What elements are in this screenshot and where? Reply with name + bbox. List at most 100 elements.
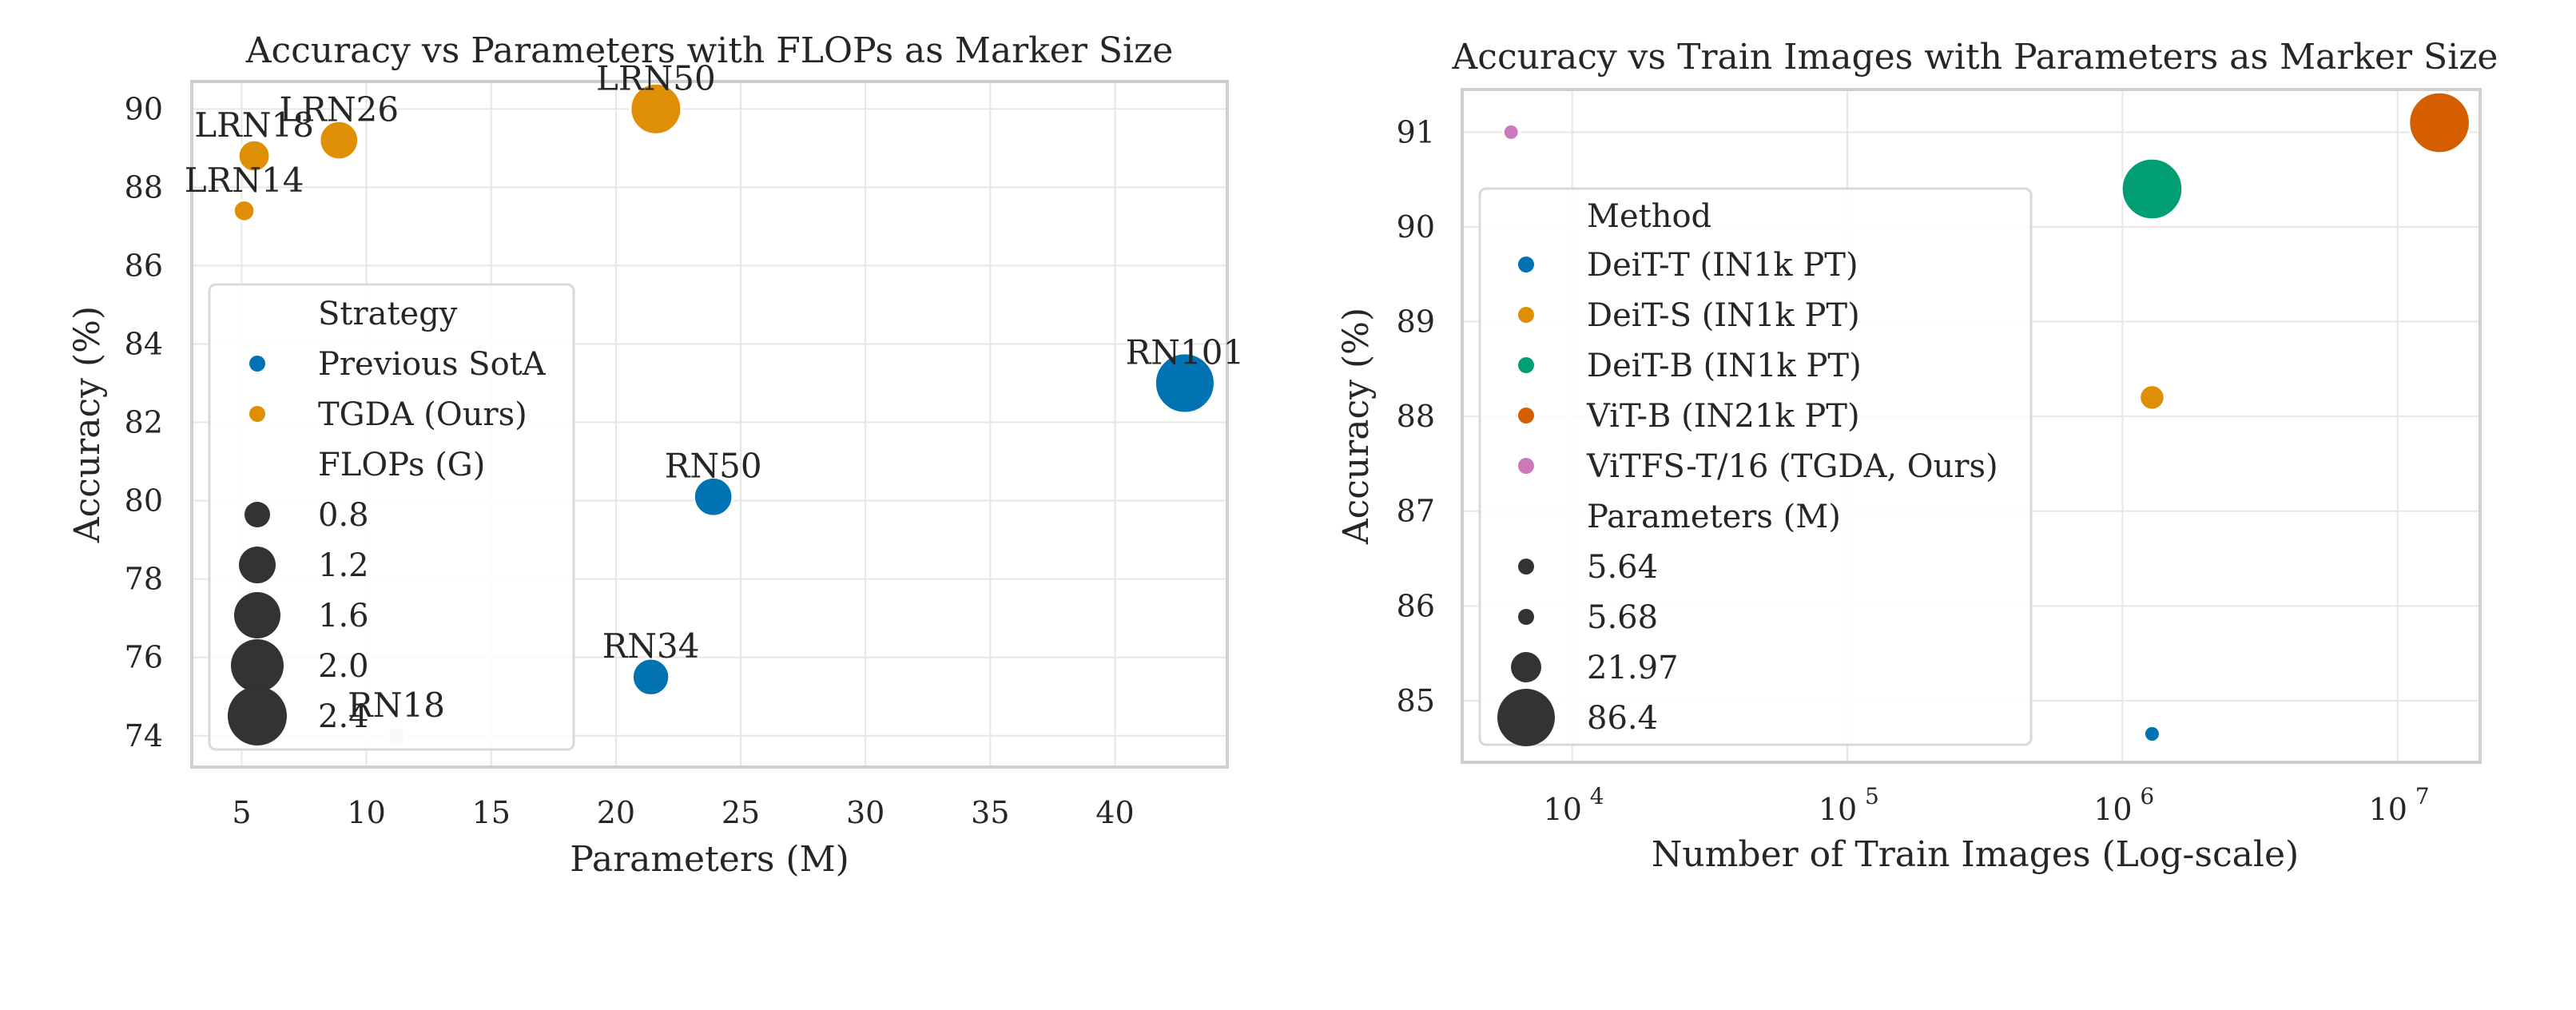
chart1-x-tick-label: 20 — [597, 795, 635, 830]
chart1-y-tick-label: 74 — [125, 718, 163, 754]
chart1-x-tick-label: 10 — [347, 795, 385, 830]
chart2-legend-label-deit-s: DeiT-S (IN1k PT) — [1587, 297, 1860, 334]
chart2-x-tick-exponent: 5 — [1865, 783, 1879, 809]
chart2-legend-size-label-5-68: 5.68 — [1587, 599, 1658, 636]
chart1-y-tick-label: 88 — [125, 169, 163, 205]
chart1-y-tick-label: 84 — [125, 326, 163, 361]
chart2-legend-marker-deit-s — [1518, 307, 1534, 323]
chart1-y-axis-label: Accuracy (%) — [67, 306, 108, 543]
chart1-label-lrn14: LRN14 — [185, 161, 304, 200]
chart2-point-deit-b-in1k-pt — [2120, 157, 2184, 221]
chart1-legend-size-marker-1-2 — [239, 547, 276, 583]
chart2-legend-size-label-86-4: 86.4 — [1587, 700, 1658, 737]
chart2-legend-size-title: Parameters (M) — [1587, 499, 1841, 535]
chart2-legend-label-vit-b: ViT-B (IN21k PT) — [1586, 398, 1860, 435]
chart1-y-tick-label: 76 — [125, 640, 163, 675]
chart2-legend-marker-vitfs — [1518, 458, 1534, 474]
chart1-legend-marker-tgda — [249, 406, 265, 422]
chart1-legend-size-label-0-8: 0.8 — [318, 497, 369, 534]
chart1-point-rn34 — [630, 657, 671, 697]
chart2-x-axis-label: Number of Train Images (Log-scale) — [1652, 834, 2299, 875]
chart1-label-rn34: RN34 — [602, 626, 700, 666]
chart2-legend-marker-vit-b — [1518, 408, 1534, 423]
chart1-legend-size-label-2-0: 2.0 — [318, 648, 369, 685]
chart1-legend-size-label-1-6: 1.6 — [318, 598, 369, 634]
chart2-x-tick-label: 10 — [1544, 792, 1582, 827]
chart2-point-deit-s-in1k-pt — [2138, 384, 2166, 412]
chart1-x-tick-label: 40 — [1095, 795, 1134, 830]
chart2-y-tick-label: 85 — [1397, 683, 1435, 718]
chart2-point-vitfs-t-16-tgda-ours — [1501, 122, 1521, 141]
chart1-label-lrn50: LRN50 — [596, 58, 716, 97]
chart2-legend-label-deit-t: DeiT-T (IN1k PT) — [1587, 247, 1858, 284]
chart1-x-ticks: 5 10 15 20 25 30 35 40 — [232, 795, 1134, 830]
chart1-legend-label-previous-sota: Previous SotA — [318, 346, 547, 383]
chart2-legend: Method DeiT-T (IN1k PT) DeiT-S (IN1k PT)… — [1478, 187, 2033, 746]
chart2-plot-frame — [1461, 88, 2482, 764]
chart2-legend-label-deit-b: DeiT-B (IN1k PT) — [1587, 348, 1862, 384]
chart2-y-tick-label: 86 — [1397, 588, 1435, 623]
chart1-x-tick-label: 5 — [232, 795, 251, 830]
chart1-y-tick-label: 90 — [125, 91, 163, 126]
chart2-legend-size-marker-86-4 — [1497, 689, 1555, 746]
chart2-y-tick-label: 90 — [1397, 209, 1435, 245]
chart1-title: Accuracy vs Parameters with FLOPs as Mar… — [245, 30, 1174, 71]
chart2-points — [1501, 90, 2471, 743]
chart1-y-tick-label: 86 — [125, 248, 163, 283]
chart1-legend-size-title: FLOPs (G) — [318, 447, 485, 483]
chart2-y-tick-label: 89 — [1397, 304, 1435, 340]
chart1-legend-size-marker-1-6 — [234, 592, 280, 638]
chart1-legend-size-marker-2-4 — [228, 686, 287, 746]
chart2-point-deit-t-in1k-pt — [2142, 724, 2161, 743]
chart2-legend-marker-deit-t — [1518, 256, 1534, 272]
chart1-legend-hue-title: Strategy — [318, 296, 458, 332]
chart1-y-ticks: 74 76 78 80 82 84 86 88 90 — [125, 91, 163, 753]
chart1-x-tick-label: 30 — [846, 795, 885, 830]
chart1-point-lrn14 — [232, 198, 256, 223]
chart1-x-axis-label: Parameters (M) — [570, 839, 849, 880]
chart2-x-tick-label: 10 — [2369, 792, 2407, 827]
chart1-y-tick-label: 80 — [125, 483, 163, 519]
chart1-label-lrn18: LRN18 — [194, 105, 314, 145]
chart1-label-rn50: RN50 — [665, 447, 762, 486]
chart1-legend-size-marker-0-8 — [244, 502, 270, 527]
chart2-title: Accuracy vs Train Images with Parameters… — [1452, 37, 2498, 78]
chart1-y-tick-label: 78 — [125, 562, 163, 597]
chart2-point-vit-b-in21k-pt — [2407, 90, 2471, 155]
chart1-y-tick-label: 82 — [125, 405, 163, 440]
chart2-legend-label-vitfs: ViTFS-T/16 (TGDA, Ours) — [1586, 448, 1998, 485]
chart2-legend-size-label-5-64: 5.64 — [1587, 549, 1658, 586]
chart1-plot-frame — [190, 80, 1229, 769]
chart2-legend-size-label-21-97: 21.97 — [1587, 650, 1679, 686]
chart2-legend-size-marker-21-97 — [1511, 652, 1541, 682]
chart1-point-lrn26 — [318, 119, 360, 161]
chart2-legend-marker-deit-b — [1518, 357, 1534, 373]
chart1-point-lrn18 — [237, 138, 272, 173]
chart2-x-tick-label: 10 — [2093, 792, 2132, 827]
chart2-legend-size-marker-5-64 — [1518, 559, 1534, 575]
chart2-x-ticks: 10 4 10 5 10 6 10 7 — [1544, 783, 2430, 827]
chart2-y-tick-label: 88 — [1397, 399, 1435, 434]
chart2-y-tick-label: 91 — [1397, 114, 1435, 149]
chart-accuracy-vs-parameters: Accuracy vs Parameters with FLOPs as Mar… — [67, 30, 1244, 880]
chart1-legend-marker-previous-sota — [249, 356, 265, 372]
chart1-label-rn18: RN18 — [348, 686, 445, 725]
chart1-legend-frame — [208, 283, 575, 751]
chart1-point-rn101 — [1153, 352, 1216, 415]
chart2-y-axis-label: Accuracy (%) — [1336, 308, 1377, 545]
chart1-legend-label-tgda: TGDA (Ours) — [318, 396, 527, 433]
chart1-point-rn50 — [692, 475, 734, 518]
chart2-x-tick-exponent: 7 — [2415, 783, 2430, 809]
chart2-legend-size-marker-5-68 — [1518, 609, 1534, 625]
chart2-y-tick-label: 87 — [1397, 494, 1435, 529]
chart2-x-tick-label: 10 — [1819, 792, 1857, 827]
chart1-x-tick-label: 25 — [722, 795, 760, 830]
chart1-legend-size-label-1-2: 1.2 — [318, 547, 369, 584]
chart1-point-lrn50 — [629, 82, 683, 136]
chart1-x-tick-label: 35 — [971, 795, 1009, 830]
chart1-label-lrn26: LRN26 — [279, 90, 399, 129]
chart2-legend-hue-title: Method — [1587, 198, 1711, 235]
chart2-x-tick-exponent: 6 — [2140, 783, 2154, 809]
